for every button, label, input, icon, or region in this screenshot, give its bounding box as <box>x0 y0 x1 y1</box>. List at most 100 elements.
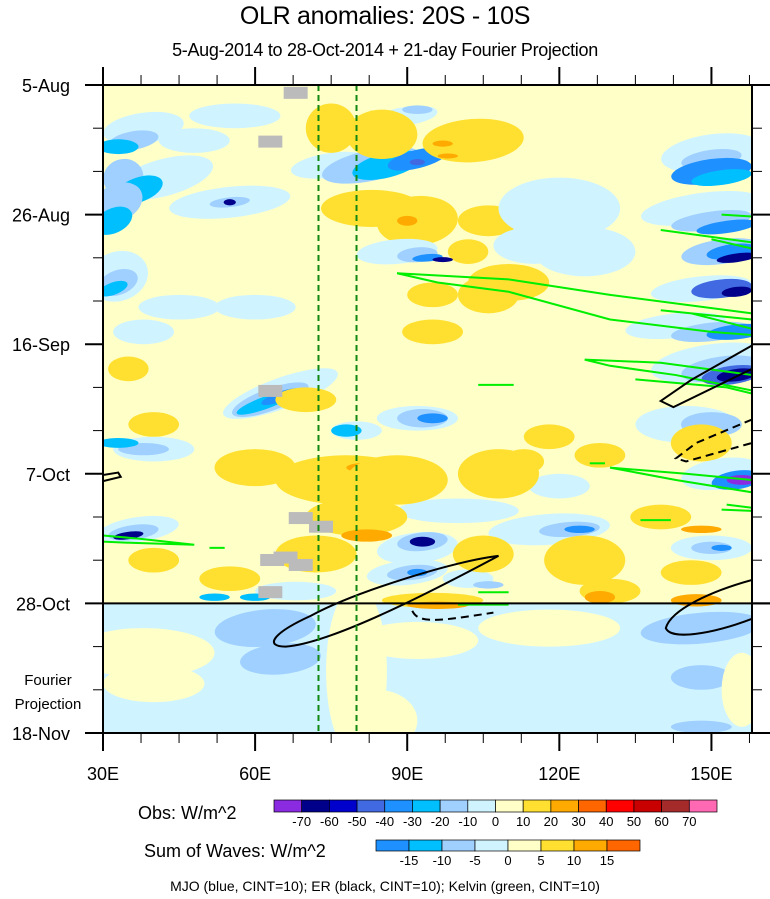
waves-colorbar-swatch <box>441 839 476 852</box>
obs-colorbar-label: Obs: W/m^2 <box>138 803 237 823</box>
olr-patch <box>564 525 595 534</box>
olr-patch <box>528 473 590 499</box>
olr-patch <box>214 449 296 487</box>
olr-patch <box>113 319 174 345</box>
olr-patch <box>331 424 362 437</box>
projection-label: Projection <box>15 696 82 713</box>
olr-patch <box>128 412 180 437</box>
missing-data-box <box>260 554 285 566</box>
olr-patch <box>275 387 337 413</box>
olr-patch <box>240 643 321 675</box>
obs-colorbar-tick-label: 40 <box>599 814 613 829</box>
olr-patch <box>103 665 205 703</box>
waves-colorbar-tick-label: 0 <box>504 853 511 868</box>
olr-patch <box>696 219 752 235</box>
missing-data-box <box>309 520 334 533</box>
obs-colorbar-tick-label: 30 <box>571 814 585 829</box>
waves-colorbar-tick-label: -5 <box>469 853 481 868</box>
obs-colorbar-swatch <box>412 799 441 813</box>
missing-data-box <box>258 135 283 148</box>
obs-colorbar-tick-label: -20 <box>431 814 450 829</box>
olr-field <box>103 85 752 733</box>
kelvin-contour <box>635 378 752 395</box>
y-tick-label: 28-Oct <box>16 594 70 614</box>
olr-patch <box>223 199 236 206</box>
obs-colorbar-tick-label: 60 <box>654 814 668 829</box>
olr-patch <box>103 628 215 678</box>
olr-patch <box>468 263 550 301</box>
projection-label: Fourier <box>24 672 72 689</box>
contour-legend-note: MJO (blue, CINT=10); ER (black, CINT=10)… <box>170 878 600 894</box>
waves-colorbar-tick-label: -10 <box>433 853 452 868</box>
olr-patch <box>341 529 393 542</box>
obs-colorbar-tick-label: 50 <box>627 814 641 829</box>
plot-frame <box>102 84 753 734</box>
olr-patch <box>691 169 752 187</box>
olr-patch <box>670 665 732 690</box>
olr-patch <box>630 504 692 530</box>
waves-colorbar-tick-label: 5 <box>537 853 544 868</box>
waves-colorbar-swatch <box>375 839 410 852</box>
olr-patch <box>103 139 139 155</box>
obs-colorbar-swatch <box>384 799 413 813</box>
olr-patch <box>199 566 261 592</box>
olr-patch <box>214 294 296 320</box>
obs-colorbar-swatch <box>605 799 635 813</box>
olr-patch <box>409 536 436 547</box>
olr-patch <box>422 118 524 163</box>
chart-title: OLR anomalies: 20S - 10S <box>239 2 531 30</box>
olr-patch <box>356 621 479 659</box>
olr-patch <box>503 449 545 474</box>
obs-colorbar-swatch <box>273 799 303 813</box>
obs-colorbar-swatch <box>467 799 496 813</box>
missing-data-box <box>283 86 308 99</box>
olr-patch <box>336 689 418 733</box>
axes: 30E 60E 90E 120E 150E 5-Aug 26-Aug 16-Sep 7-Oct 2… <box>12 67 770 784</box>
chart-subtitle: 5-Aug-2014 to 28-Oct-2014 + 21-day Fouri… <box>172 40 598 60</box>
olr-patch <box>189 103 281 129</box>
kelvin-contour <box>396 272 752 336</box>
olr-patch <box>437 153 458 159</box>
olr-patch <box>103 280 128 297</box>
olr-patch <box>711 544 732 551</box>
kelvin-contour <box>660 309 752 330</box>
missing-data-box <box>288 558 313 571</box>
olr-patch <box>199 593 230 601</box>
obs-colorbar-swatch <box>356 799 386 813</box>
obs-colorbar-swatch <box>522 799 552 813</box>
olr-patch <box>493 226 575 264</box>
olr-patch <box>681 525 722 534</box>
olr-patch <box>407 568 428 577</box>
olr-patch <box>402 319 463 345</box>
er-contour <box>673 418 752 463</box>
waves-colorbar-tick-label: -15 <box>400 853 419 868</box>
obs-colorbar-swatch <box>633 799 662 813</box>
er-contour <box>411 610 494 621</box>
olr-patch <box>721 286 752 297</box>
olr-patch <box>716 252 752 263</box>
olr-patch <box>397 498 519 524</box>
missing-data-box <box>288 512 313 525</box>
y-tick-label: 7-Oct <box>26 465 70 485</box>
olr-patch <box>346 455 448 505</box>
y-tick-label: 26-Aug <box>12 206 70 226</box>
missing-data-box <box>258 586 283 599</box>
kelvin-contour <box>103 534 195 546</box>
olr-patch <box>544 535 626 585</box>
olr-patch <box>128 547 180 573</box>
olr-patch <box>158 128 230 153</box>
colorbars: -70 -60 -50 -40 -30 -20 -10 0 10 20 30 40 50 60 70-15-… <box>273 799 718 868</box>
y-tick-label: 18-Nov <box>12 724 70 744</box>
waves-colorbar-swatch <box>606 839 641 852</box>
obs-colorbar-tick-label: -60 <box>320 814 339 829</box>
obs-colorbar-tick-label: -50 <box>348 814 367 829</box>
obs-colorbar-tick-label: -70 <box>292 814 311 829</box>
kelvin-contour <box>721 213 752 218</box>
y-tick-label: 16-Sep <box>12 335 70 355</box>
obs-colorbar-swatch <box>688 799 718 813</box>
x-tick-label: 150E <box>690 764 732 784</box>
kelvin-contour <box>721 503 752 512</box>
olr-patch <box>498 177 621 240</box>
x-tick-label: 30E <box>87 764 119 784</box>
